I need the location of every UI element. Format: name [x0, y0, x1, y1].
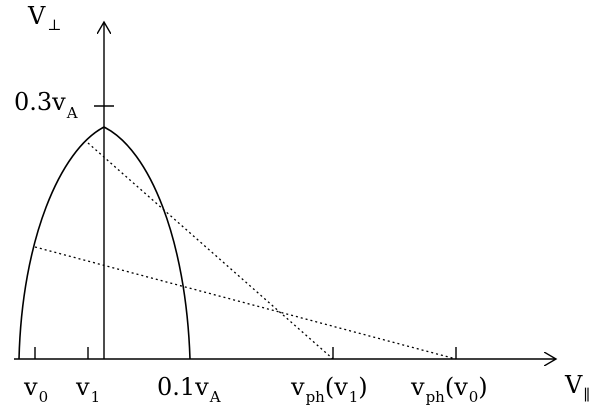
x-tick-label-vph-v0: vph(v0): [410, 373, 488, 406]
resonance-line-v0: [34, 246, 457, 360]
y-axis-label: V ⊥: [27, 2, 61, 34]
resonance-line-v1: [87, 142, 334, 360]
x-tick-label-vph-v1: vph(v1): [290, 373, 368, 406]
boundary-curve: [18, 126, 191, 360]
x-axis-label: V∥: [564, 371, 590, 404]
y-tick-label: 0.3vA: [14, 88, 78, 122]
x-tick-label-v0: v0: [23, 373, 48, 406]
x-tick-label-v1: v1: [75, 373, 100, 406]
x-tick-label-0.1vA: 0.1vA: [157, 373, 221, 406]
